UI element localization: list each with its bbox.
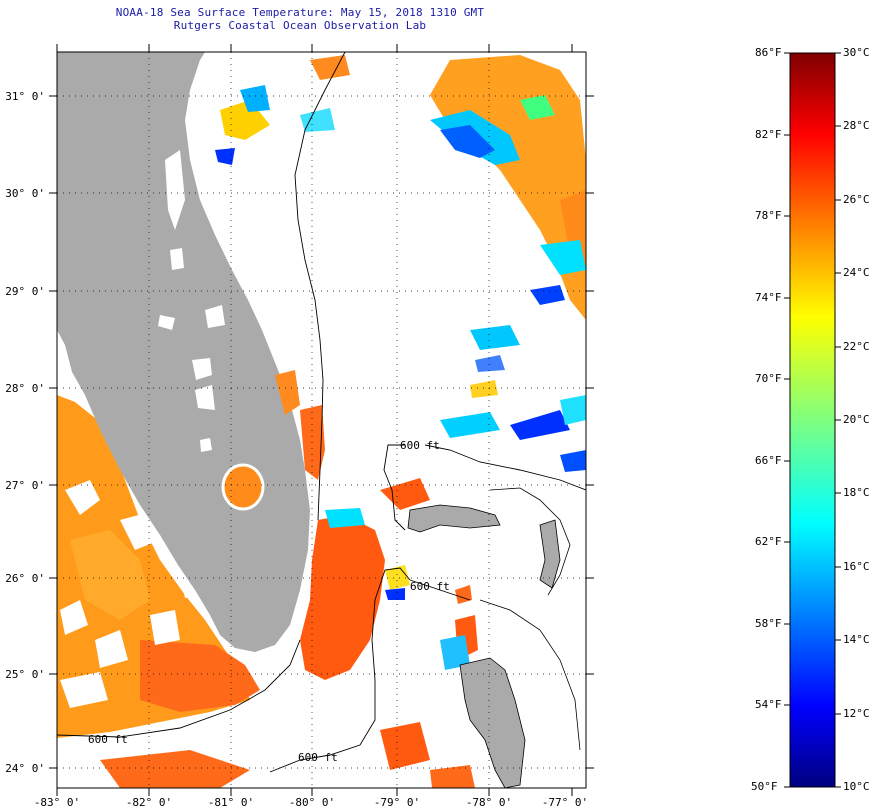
colorbar-c-label: 30°C xyxy=(843,46,870,59)
colorbar-f-label: 78°F xyxy=(755,209,782,222)
lon-label: -77° 0' xyxy=(542,796,588,809)
colorbar-f-label: 54°F xyxy=(755,698,782,711)
lon-label: -81° 0' xyxy=(208,796,254,809)
lake-okeechobee xyxy=(221,463,265,511)
lat-label: 29° 0' xyxy=(5,285,45,298)
axis-ticks xyxy=(49,44,594,796)
map-title: NOAA-18 Sea Surface Temperature: May 15,… xyxy=(115,6,485,19)
lat-label: 24° 0' xyxy=(5,762,45,775)
graticule xyxy=(57,52,586,788)
lon-label: -82° 0' xyxy=(126,796,172,809)
colorbar-f-label: 62°F xyxy=(755,535,782,548)
lon-label: -83° 0' xyxy=(34,796,80,809)
colorbar-c-label: 28°C xyxy=(843,119,870,132)
lon-label: -80° 0' xyxy=(289,796,335,809)
colorbar-c-label: 10°C xyxy=(843,780,870,793)
colorbar-ticks xyxy=(784,52,841,788)
colorbar-f-label: 50°F xyxy=(751,780,778,793)
colorbar xyxy=(789,52,836,788)
lat-label: 26° 0' xyxy=(5,572,45,585)
colorbar-c-label: 26°C xyxy=(843,193,870,206)
bahamas-land xyxy=(407,504,501,533)
colorbar-f-label: 82°F xyxy=(755,128,782,141)
contour-label: 600 ft xyxy=(410,580,450,593)
lon-label: -79° 0' xyxy=(374,796,420,809)
map-subtitle: Rutgers Coastal Ocean Observation Lab xyxy=(173,19,427,32)
colorbar-f-label: 58°F xyxy=(755,617,782,630)
colorbar-c-label: 20°C xyxy=(843,413,870,426)
colorbar-f-label: 66°F xyxy=(755,454,782,467)
lat-label: 30° 0' xyxy=(5,187,45,200)
colorbar-c-label: 16°C xyxy=(843,560,870,573)
colorbar-c-label: 14°C xyxy=(843,633,870,646)
bathymetry-contours xyxy=(57,52,586,773)
contour-label: 600 ft xyxy=(88,733,128,746)
lon-label: -78° 0' xyxy=(466,796,512,809)
colorbar-f-label: 86°F xyxy=(755,46,782,59)
colorbar-c-label: 18°C xyxy=(843,486,870,499)
map-plot-area xyxy=(57,52,586,788)
lat-label: 31° 0' xyxy=(5,90,45,103)
lat-label: 25° 0' xyxy=(5,668,45,681)
atlantic-sst-region xyxy=(300,515,385,680)
map-frame xyxy=(56,51,587,789)
contour-label: 600 ft xyxy=(298,751,338,764)
contour-label: 600 ft xyxy=(400,439,440,452)
colorbar-c-label: 24°C xyxy=(843,266,870,279)
colorbar-f-label: 70°F xyxy=(755,372,782,385)
colorbar-c-label: 22°C xyxy=(843,340,870,353)
lat-label: 27° 0' xyxy=(5,479,45,492)
colorbar-c-label: 12°C xyxy=(843,707,870,720)
colorbar-f-label: 74°F xyxy=(755,291,782,304)
lat-label: 28° 0' xyxy=(5,382,45,395)
